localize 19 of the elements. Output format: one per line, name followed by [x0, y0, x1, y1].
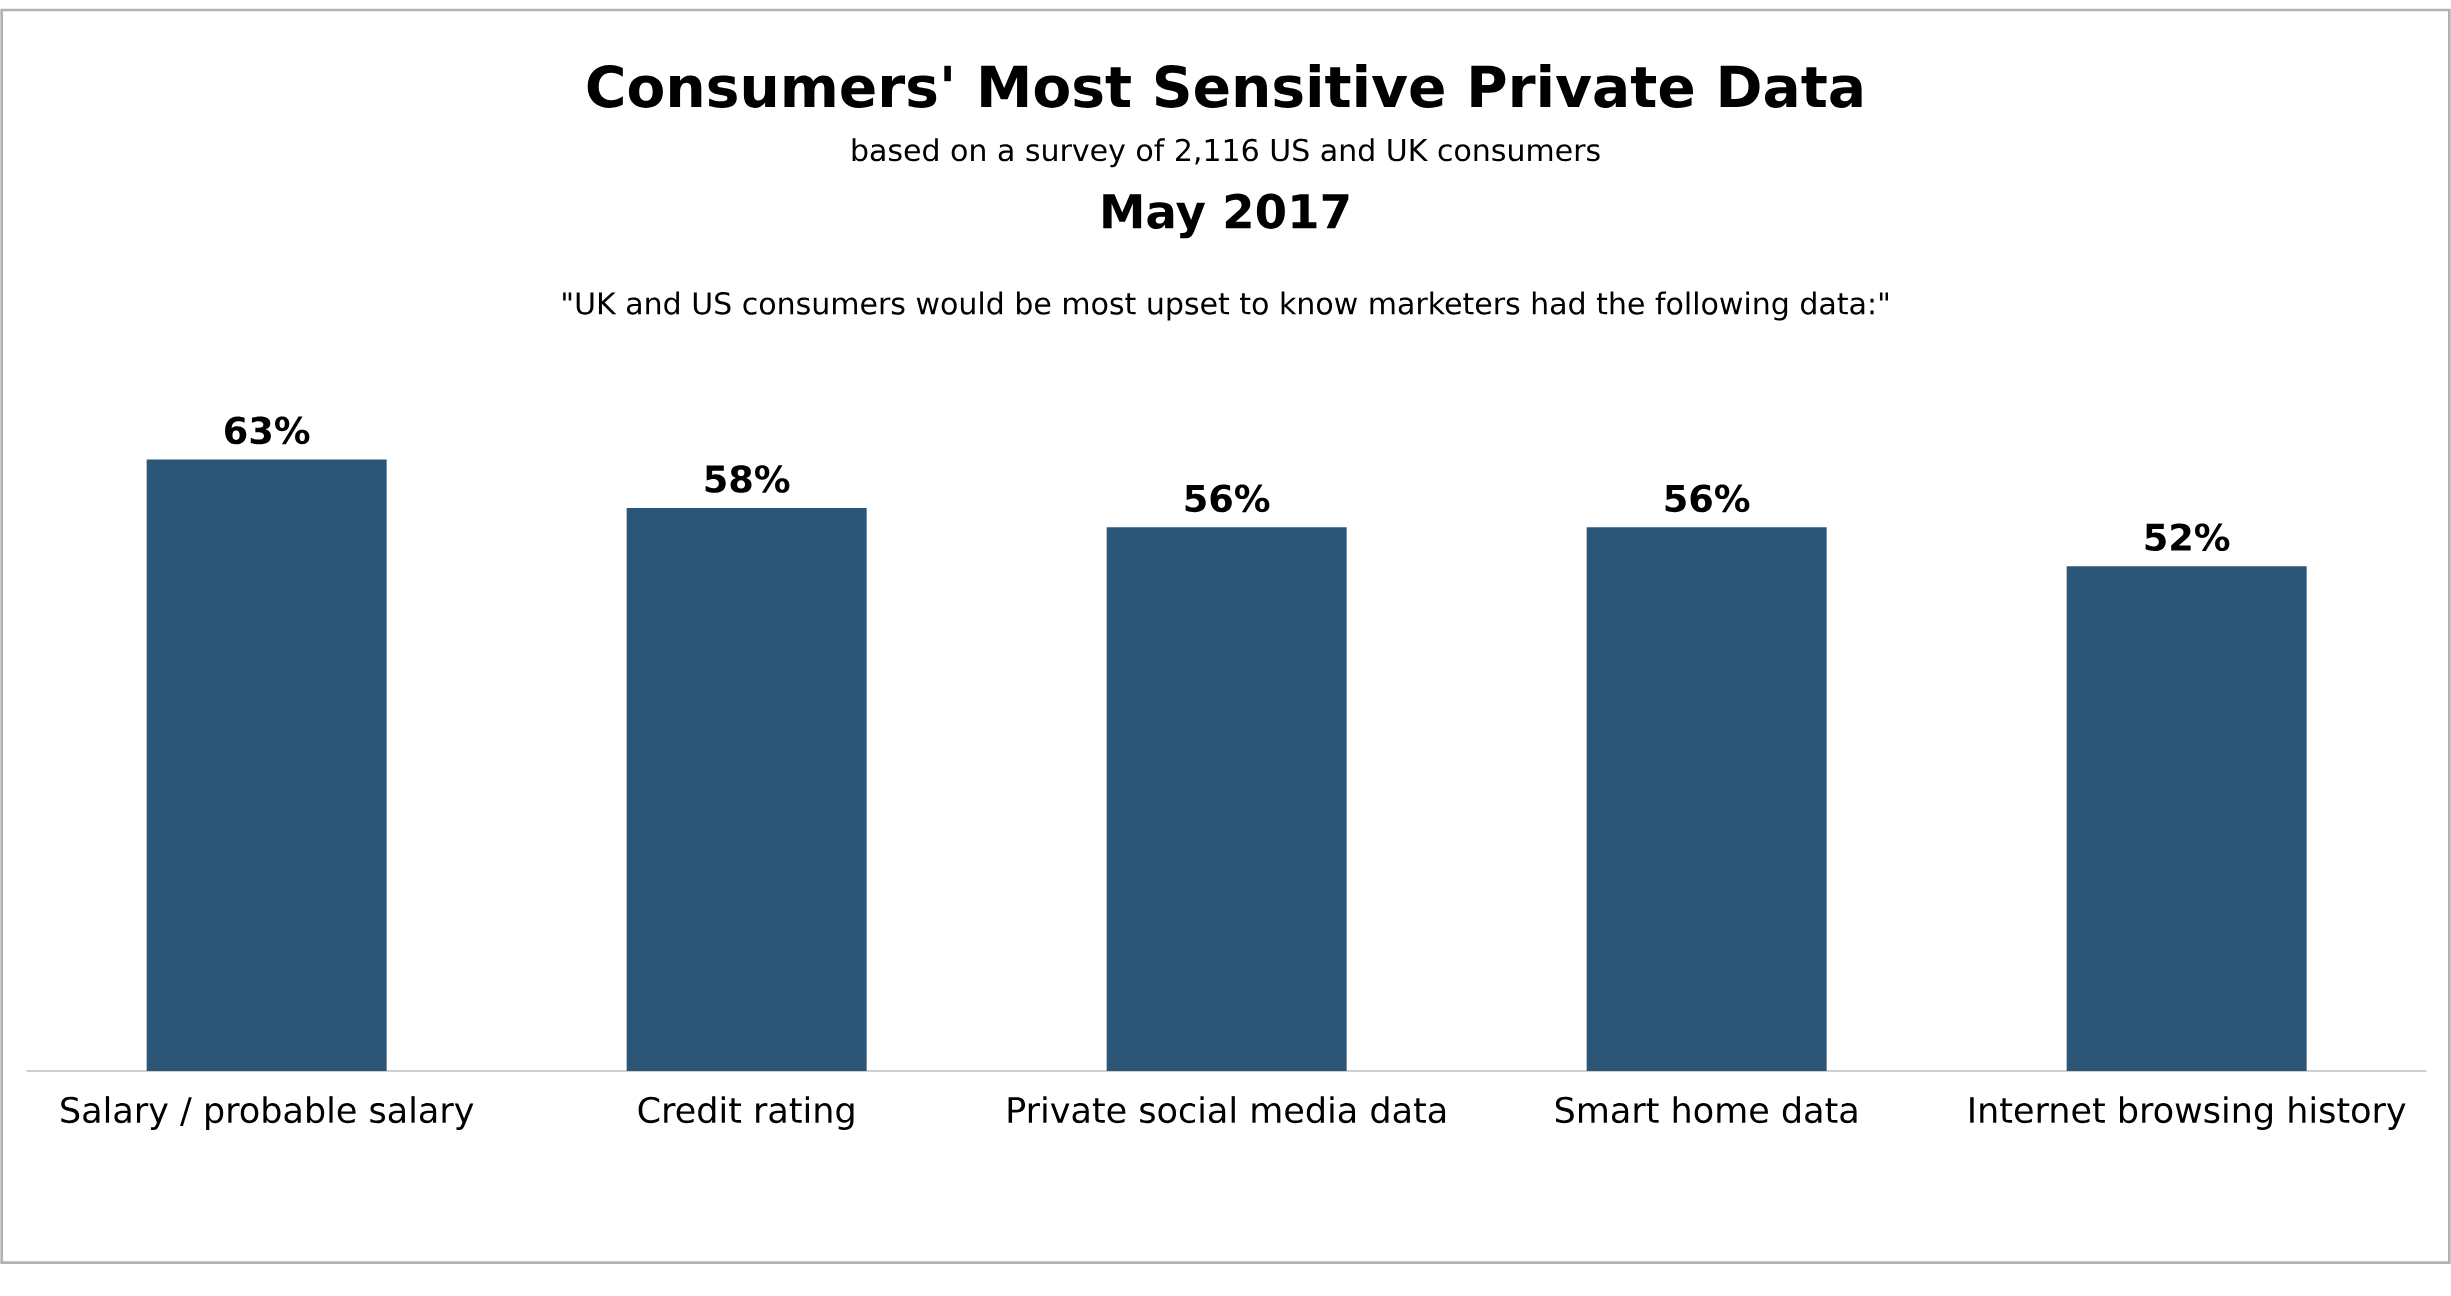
x-tick-label: Internet browsing history	[1970, 1096, 2406, 1130]
text: May 2017	[1103, 193, 1349, 239]
text: "UK and US consumers would be most upset to know marketers had the following data:"	[563, 291, 1889, 321]
chart-title: Consumers' Most Sensitive Private Data	[587, 64, 1862, 108]
data-label: 63%	[225, 416, 310, 445]
bar	[2066, 566, 2307, 1071]
data-label: 56%	[1185, 484, 1270, 513]
x-tick-label: Credit rating	[638, 1096, 854, 1130]
x-tick-label: Salary / probable salary	[61, 1096, 474, 1130]
data-label: 52%	[2145, 523, 2230, 552]
bar	[1586, 527, 1827, 1071]
x-tick-label: Private social media data	[1008, 1096, 1446, 1124]
chart-subtitle: based on a survey of 2,116 US and UK consumers	[852, 138, 1600, 168]
bar	[146, 459, 387, 1071]
x-tick-label: Smart home data	[1555, 1096, 1857, 1124]
bar	[626, 507, 867, 1071]
data-label: 56%	[1665, 484, 1750, 513]
data-label: 58%	[705, 465, 790, 493]
bar	[1106, 527, 1347, 1071]
